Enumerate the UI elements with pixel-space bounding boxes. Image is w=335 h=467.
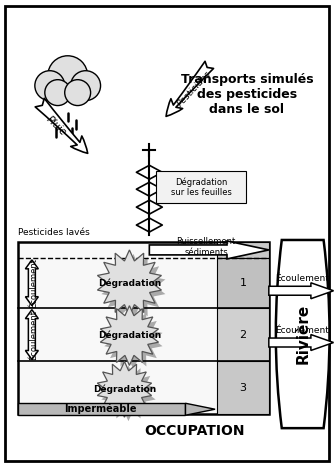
Text: Rivière: Rivière [295,304,310,364]
FancyArrowPatch shape [35,98,88,153]
Polygon shape [269,283,334,299]
Polygon shape [149,241,269,259]
Polygon shape [102,254,165,319]
Polygon shape [100,306,158,365]
Polygon shape [97,361,152,417]
Circle shape [48,56,88,96]
Bar [217,308,269,361]
FancyArrowPatch shape [166,61,213,116]
Circle shape [35,71,65,100]
Bar [18,403,186,415]
Text: Dégradation: Dégradation [93,384,156,394]
Text: Pesticides: Pesticides [176,69,213,108]
Text: OCCUPATION: OCCUPATION [144,424,245,438]
Text: Écoulement: Écoulement [29,258,38,308]
Circle shape [71,71,100,100]
Polygon shape [97,250,161,316]
PathPatch shape [276,240,330,428]
Bar [217,242,269,258]
Text: Ruissellement
sédiments: Ruissellement sédiments [177,237,236,257]
Text: Écoulement: Écoulement [275,274,329,283]
Text: Dégradation
sur les feuilles: Dégradation sur les feuilles [171,177,231,197]
Bar [217,361,269,414]
Circle shape [65,80,90,106]
Bar [18,242,269,414]
Circle shape [45,80,71,106]
Polygon shape [269,334,334,351]
Text: 2: 2 [240,330,247,340]
Polygon shape [25,310,38,360]
Text: Pluie: Pluie [45,115,69,138]
Text: Imperméable: Imperméable [64,404,137,415]
Text: Transports simulés
des pesticides
dans le sol: Transports simulés des pesticides dans l… [181,73,313,116]
Text: 3: 3 [240,383,247,393]
Text: 1: 1 [240,278,247,288]
Polygon shape [186,403,215,415]
Polygon shape [104,310,162,369]
Text: Dégradation: Dégradation [98,278,161,288]
Polygon shape [101,365,156,421]
Bar [217,258,269,308]
Text: Pesticides lavés: Pesticides lavés [18,227,90,236]
Text: Dégradation: Dégradation [98,331,161,340]
FancyBboxPatch shape [156,171,246,203]
Text: Écoulement: Écoulement [275,326,329,335]
Polygon shape [25,260,38,306]
Text: Écoulement: Écoulement [29,310,38,360]
